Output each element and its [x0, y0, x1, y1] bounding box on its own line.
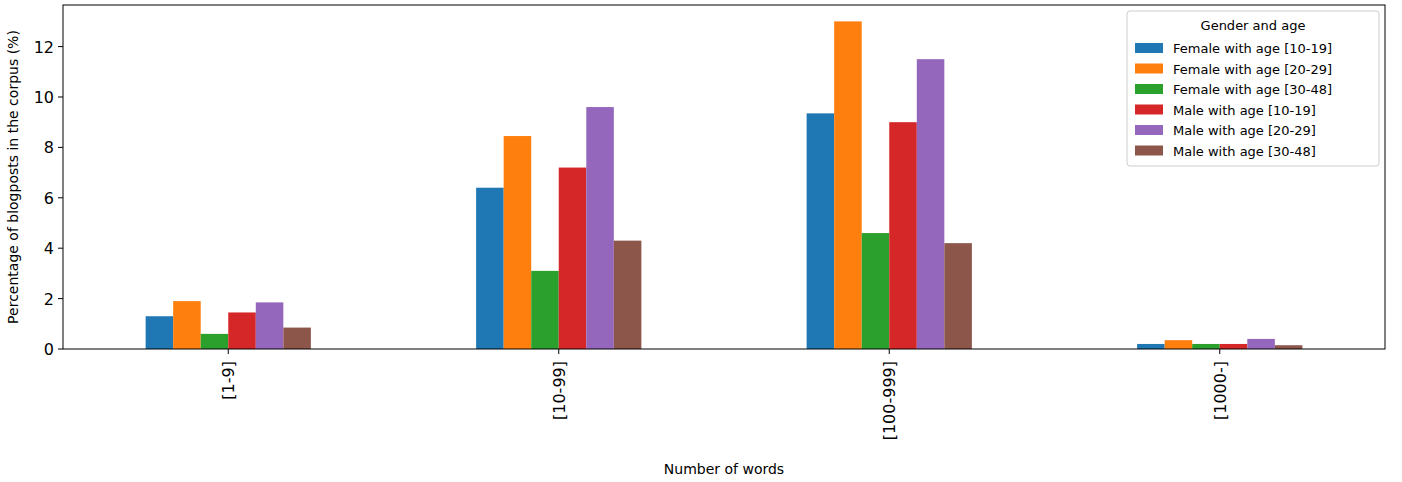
bar — [807, 113, 835, 349]
bar — [504, 136, 532, 349]
bar — [146, 316, 174, 349]
y-tick — [58, 349, 63, 350]
x-tick-label: [100-999] — [880, 361, 899, 440]
x-tick — [558, 349, 559, 354]
legend-title: Gender and age — [1201, 18, 1306, 33]
y-tick-label: 2 — [44, 290, 54, 309]
legend-label: Male with age [20-29] — [1173, 123, 1316, 138]
x-tick-label: [1-9] — [219, 361, 238, 400]
bar — [862, 233, 890, 349]
y-tick-label: 8 — [44, 138, 54, 157]
bar — [476, 188, 504, 349]
legend-swatch — [1135, 146, 1163, 156]
bar — [173, 301, 201, 349]
bar — [228, 312, 256, 349]
y-tick — [58, 248, 63, 249]
bar — [201, 334, 229, 349]
y-tick-label: 10 — [34, 88, 54, 107]
bar — [283, 328, 311, 349]
legend-swatch — [1135, 43, 1163, 53]
bar — [614, 241, 642, 349]
bar — [889, 122, 917, 349]
x-tick — [228, 349, 229, 354]
bar — [1275, 345, 1303, 349]
y-tick-label: 4 — [44, 239, 54, 258]
y-axis-label: Percentage of blogposts in the corpus (%… — [5, 30, 21, 324]
legend-label: Female with age [20-29] — [1173, 62, 1332, 77]
x-tick — [889, 349, 890, 354]
legend-label: Male with age [10-19] — [1173, 103, 1316, 118]
y-tick — [58, 147, 63, 148]
y-tick — [58, 46, 63, 47]
x-tick-label: [10-99] — [550, 361, 569, 420]
legend-swatch — [1135, 64, 1163, 74]
bar — [559, 168, 587, 349]
bar — [1192, 344, 1220, 349]
bar — [1247, 339, 1275, 349]
x-tick — [1219, 349, 1220, 354]
bar — [1165, 340, 1193, 349]
bar — [586, 107, 614, 349]
legend-swatch — [1135, 105, 1163, 115]
legend-swatch — [1135, 125, 1163, 135]
x-axis-label: Number of words — [664, 461, 784, 477]
legend-label: Male with age [30-48] — [1173, 144, 1316, 159]
legend: Gender and age Female with age [10-19] Fem… — [1127, 11, 1379, 166]
y-tick — [58, 96, 63, 97]
bar — [944, 243, 972, 349]
legend-label: Female with age [10-19] — [1173, 41, 1332, 56]
y-tick-label: 12 — [34, 38, 54, 57]
bar — [1137, 344, 1165, 349]
y-tick — [58, 197, 63, 198]
plot-frame — [63, 5, 1385, 349]
y-tick — [58, 298, 63, 299]
y-tick-label: 6 — [44, 189, 54, 208]
y-tick-label: 0 — [44, 340, 54, 359]
bar — [256, 302, 284, 349]
bar — [917, 59, 945, 349]
bar — [834, 21, 862, 349]
x-tick-label: [1000-] — [1211, 361, 1230, 420]
legend-label: Female with age [30-48] — [1173, 82, 1332, 97]
chart: 0 2 4 6 8 10 12 [1-9] [10-99] [100-999] [1000-] Num… — [0, 0, 1402, 482]
bar — [531, 271, 559, 349]
bar — [1220, 344, 1248, 349]
legend-box — [1127, 11, 1379, 166]
legend-swatch — [1135, 84, 1163, 94]
